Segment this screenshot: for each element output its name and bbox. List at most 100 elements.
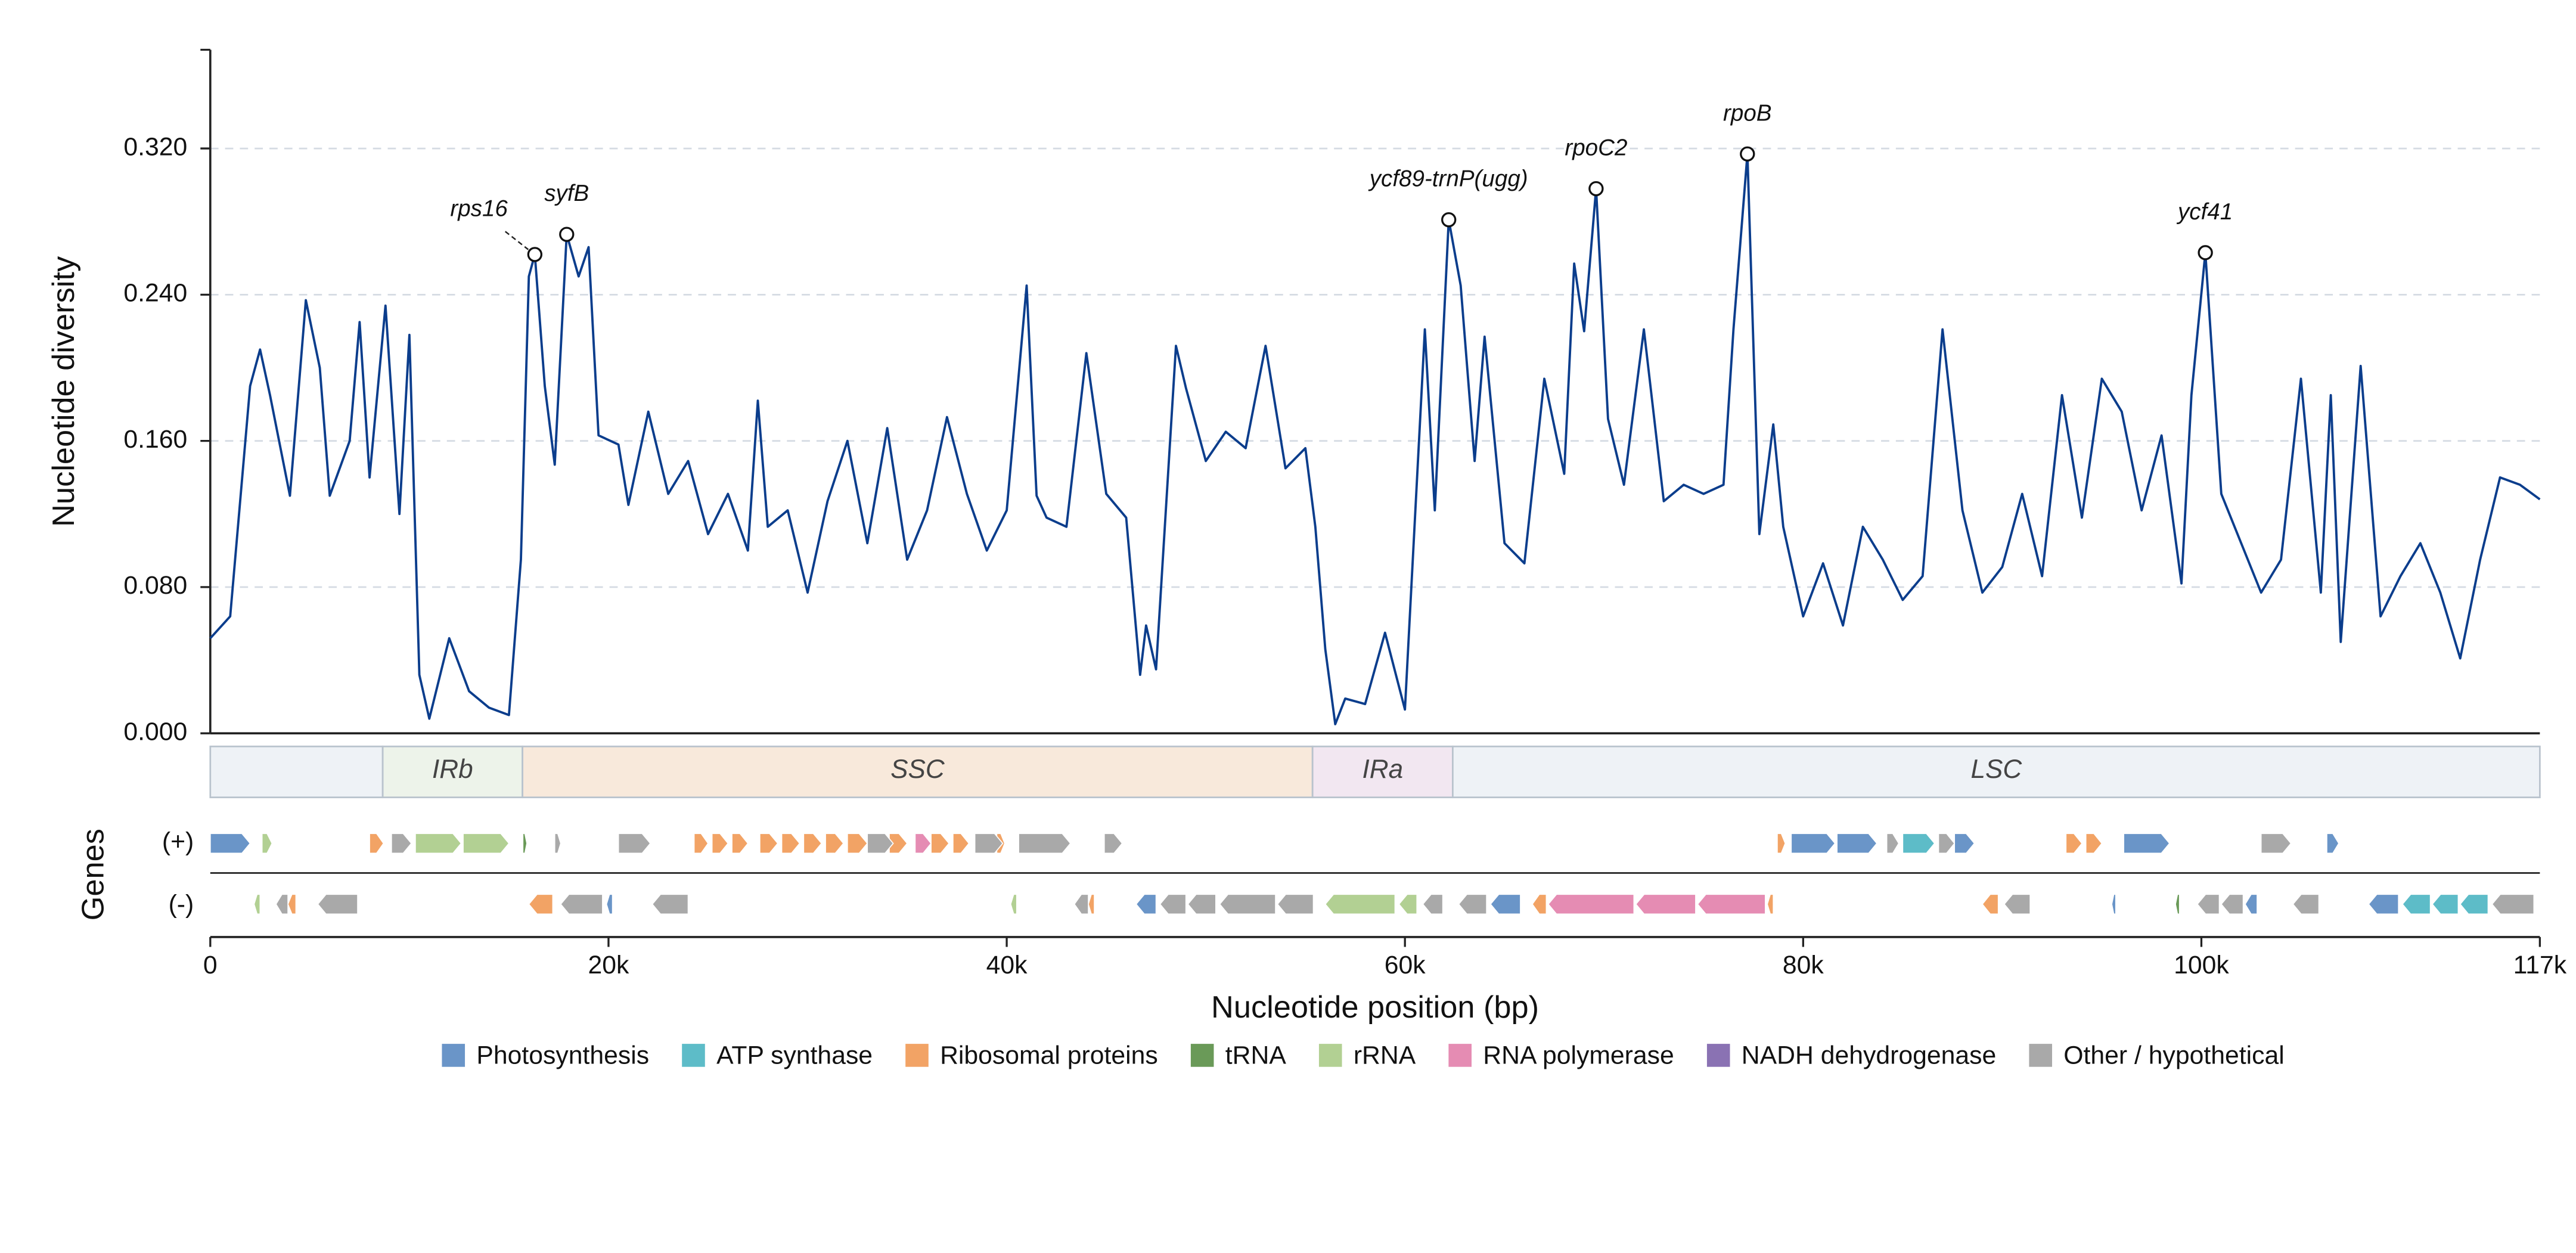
annotation-label: rpoC2 <box>1565 135 1627 161</box>
gene <box>415 833 462 854</box>
gene <box>651 894 689 915</box>
gene <box>1767 894 1774 915</box>
annotation-label: ycf89-trnP(ugg) <box>1368 166 1528 192</box>
gene <box>974 833 1004 854</box>
gene <box>1777 833 1786 854</box>
genes-title: Genes <box>76 829 111 920</box>
x-tick-label: 0 <box>203 951 218 979</box>
legend-swatch <box>442 1044 465 1067</box>
region-label: IRb <box>432 755 473 784</box>
gene <box>2401 894 2431 915</box>
gene <box>1635 894 1696 915</box>
gene <box>2260 833 2292 854</box>
legend-swatch <box>1706 1044 1730 1067</box>
x-axis-title: Nucleotide position (bp) <box>1211 990 1539 1025</box>
gene <box>1219 894 1276 915</box>
annotation-label: rpoB <box>1723 100 1772 126</box>
region-label: LSC <box>1970 755 2022 784</box>
gene <box>528 894 554 915</box>
gene <box>1277 894 1314 915</box>
gene <box>2459 894 2489 915</box>
gene <box>261 833 273 854</box>
gene <box>2196 894 2220 915</box>
gene <box>731 833 749 854</box>
gene <box>253 894 261 915</box>
gene <box>390 833 412 854</box>
gene <box>781 833 800 854</box>
gene <box>930 833 950 854</box>
gene <box>867 833 894 854</box>
gene <box>560 894 603 915</box>
legend-swatch <box>1190 1044 1214 1067</box>
region <box>522 745 1314 799</box>
gene <box>1458 894 1487 915</box>
x-tick-label: 80k <box>1783 951 1824 979</box>
gene <box>914 833 932 854</box>
annotation-point <box>1588 181 1604 197</box>
gene <box>2085 833 2103 854</box>
gene <box>846 833 868 854</box>
gene <box>1981 894 1999 915</box>
gene <box>463 833 510 854</box>
gene <box>1324 894 1396 915</box>
gene <box>617 833 651 854</box>
gene <box>2491 894 2535 915</box>
gene <box>275 894 288 915</box>
gene <box>2292 894 2320 915</box>
gene <box>2367 894 2400 915</box>
gene <box>554 833 561 854</box>
region <box>1451 745 2541 799</box>
region <box>381 745 524 799</box>
gene <box>2175 894 2180 915</box>
y-tick-label: 0.240 <box>123 279 187 308</box>
strand-label: (-) <box>169 890 194 919</box>
gene <box>952 833 970 854</box>
region-label: IRa <box>1362 755 1403 784</box>
legend-swatch <box>2029 1044 2052 1067</box>
gene <box>1547 894 1635 915</box>
annotation-label: rps16 <box>450 196 508 222</box>
gene <box>522 833 527 854</box>
gene <box>1954 833 1975 854</box>
gene <box>1489 894 1521 915</box>
gene <box>1073 894 1089 915</box>
gene <box>1886 833 1900 854</box>
annotation-point <box>2198 245 2213 260</box>
legend-swatch <box>1448 1044 1472 1067</box>
x-tick-label: 60k <box>1385 951 1426 979</box>
x-tick-label: 20k <box>588 951 629 979</box>
legend-label: tRNA <box>1225 1041 1287 1069</box>
legend-label: rRNA <box>1354 1041 1416 1069</box>
gene <box>1103 833 1123 854</box>
gene <box>1018 833 1072 854</box>
annotation-point <box>1740 146 1755 162</box>
gene <box>1790 833 1836 854</box>
legend-label: NADH dehydrogenase <box>1742 1041 1996 1069</box>
gene <box>1531 894 1547 915</box>
gene <box>803 833 823 854</box>
annotation-label: ycf41 <box>2176 199 2233 225</box>
gene <box>1422 894 1444 915</box>
y-axis-title: Nucleotide diversity <box>46 256 81 527</box>
legend-swatch <box>905 1044 929 1067</box>
gene <box>369 833 384 854</box>
annotation-label: syfB <box>544 181 589 206</box>
y-tick-label: 0.000 <box>123 717 187 746</box>
gene <box>2123 833 2171 854</box>
region <box>209 745 384 799</box>
gene <box>1836 833 1878 854</box>
gene <box>711 833 729 854</box>
y-tick-label: 0.320 <box>123 132 187 161</box>
gene <box>2244 894 2258 915</box>
legend-label: Ribosomal proteins <box>940 1041 1158 1069</box>
gene <box>693 833 709 854</box>
gene <box>759 833 778 854</box>
legend-swatch <box>682 1044 705 1067</box>
gene <box>2326 833 2339 854</box>
gene <box>1010 894 1017 915</box>
legend-label: Other / hypothetical <box>2063 1041 2284 1069</box>
gene <box>1938 833 1956 854</box>
region-label: SSC <box>890 755 945 784</box>
gene <box>1135 894 1157 915</box>
